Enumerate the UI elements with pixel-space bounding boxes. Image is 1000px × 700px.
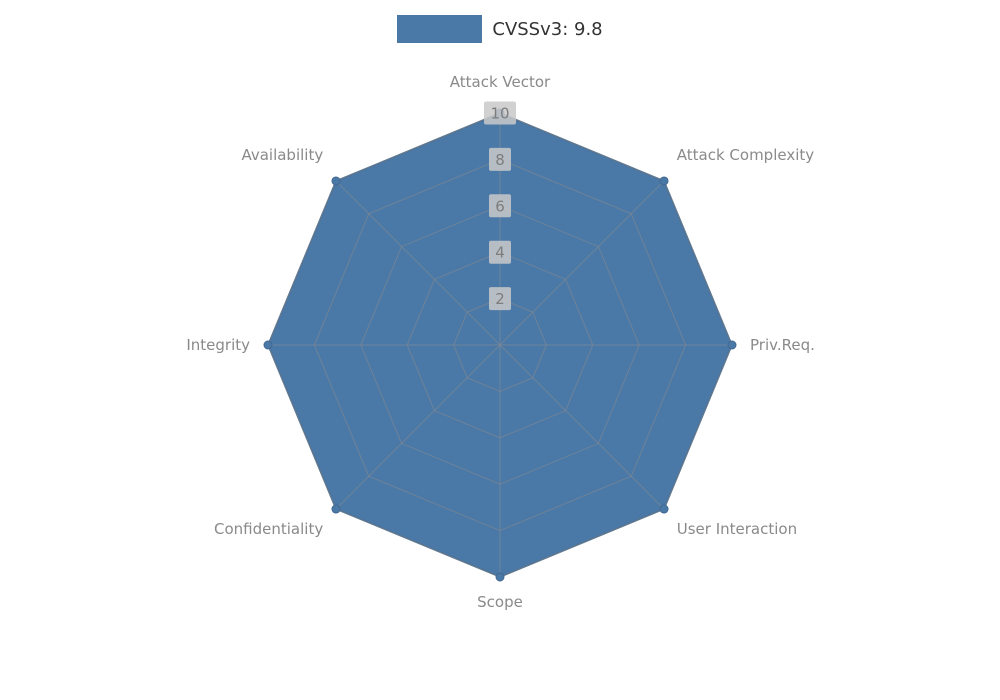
tick-label-bg bbox=[489, 147, 511, 171]
grid-spoke bbox=[335, 180, 501, 346]
axis-label: Priv.Req. bbox=[750, 336, 815, 354]
tick-label: 2 bbox=[495, 290, 505, 308]
tick-label-bg bbox=[489, 240, 511, 264]
series-vertex-marker bbox=[331, 176, 341, 186]
legend-swatch bbox=[397, 15, 483, 43]
series-vertex-marker bbox=[727, 340, 737, 350]
legend-label: CVSSv3: 9.8 bbox=[492, 18, 603, 40]
axis-label: Scope bbox=[477, 593, 523, 611]
series-vertex-marker bbox=[263, 340, 273, 350]
tick-label: 10 bbox=[490, 105, 509, 123]
tick-label: 8 bbox=[495, 151, 505, 169]
axis-label: Availability bbox=[241, 146, 323, 164]
tick-label-bg bbox=[484, 101, 516, 125]
axis-label: Attack Complexity bbox=[677, 146, 814, 164]
tick-label: 6 bbox=[495, 197, 505, 215]
grid-spoke bbox=[499, 344, 665, 510]
axis-label: Confidentiality bbox=[214, 520, 323, 538]
series-vertex-marker bbox=[659, 176, 669, 186]
axis-label: User Interaction bbox=[677, 520, 797, 538]
series-vertex-marker bbox=[331, 504, 341, 514]
chart-legend: CVSSv3: 9.8 bbox=[0, 15, 1000, 43]
grid-spoke bbox=[335, 344, 501, 510]
tick-label-bg bbox=[489, 194, 511, 218]
series-vertex-marker bbox=[659, 504, 669, 514]
series-vertex-marker bbox=[495, 572, 505, 582]
axis-label: Integrity bbox=[186, 336, 250, 354]
tick-label-bg bbox=[489, 287, 511, 311]
tick-label: 4 bbox=[495, 244, 505, 262]
axis-label: Attack Vector bbox=[450, 73, 551, 91]
grid-spoke bbox=[499, 180, 665, 346]
